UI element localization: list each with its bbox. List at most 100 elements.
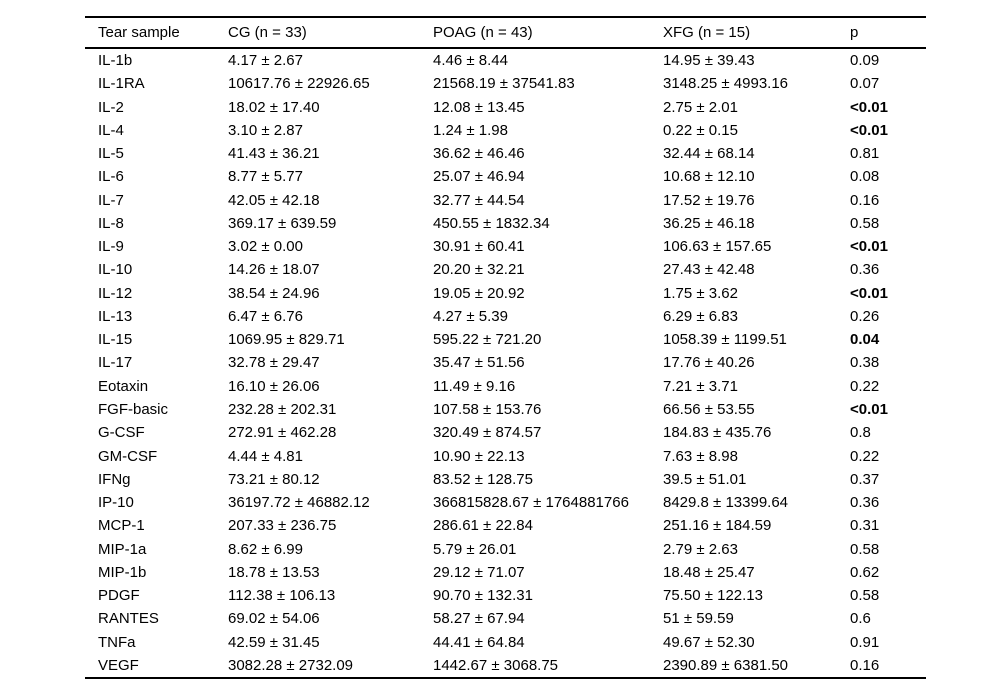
analyte-cell: IL-1RA (98, 75, 145, 93)
cg-value-cell: 10617.76 ± 22926.65 (228, 75, 370, 93)
table-row: IL-12 38.54 ± 24.96 19.05 ± 20.92 1.75 ± 3.… (85, 282, 926, 305)
table-body: IL-1b 4.17 ± 2.67 4.46 ± 8.44 14.95 ± 39.43… (85, 48, 926, 678)
table-row: IL-5 41.43 ± 36.21 36.62 ± 46.46 32.44 ± 68… (85, 142, 926, 165)
table-row: IP-10 36197.72 ± 46882.12 366815828.67 ± 1… (85, 491, 926, 514)
analyte-cell: Eotaxin (98, 377, 149, 395)
poag-value-cell: 320.49 ± 874.57 (433, 424, 542, 442)
cg-value-cell: 112.38 ± 106.13 (228, 587, 336, 605)
analyte-cell: TNFa (98, 633, 136, 651)
p-value-cell: 0.81 (850, 145, 880, 163)
poag-value-cell: 19.05 ± 20.92 (433, 284, 525, 302)
cg-value-cell: 4.44 ± 4.81 (228, 447, 303, 465)
poag-value-cell: 4.46 ± 8.44 (433, 52, 508, 69)
cg-value-cell: 38.54 ± 24.96 (228, 284, 320, 302)
xfg-value-cell: 2390.89 ± 6381.50 (663, 656, 789, 674)
analyte-cell: IL-15 (98, 331, 133, 349)
xfg-value-cell: 7.63 ± 8.98 (663, 447, 738, 465)
xfg-value-cell: 17.52 ± 19.76 (663, 191, 755, 209)
cg-value-cell: 42.59 ± 31.45 (228, 633, 320, 651)
xfg-value-cell: 8429.8 ± 13399.64 (663, 494, 789, 512)
poag-value-cell: 4.27 ± 5.39 (433, 307, 508, 325)
analyte-cell: G-CSF (98, 424, 145, 442)
xfg-value-cell: 49.67 ± 52.30 (663, 633, 755, 651)
xfg-value-cell: 27.43 ± 42.48 (663, 261, 755, 279)
analyte-cell: IFNg (98, 470, 131, 488)
cg-value-cell: 1069.95 ± 829.71 (228, 331, 345, 349)
cg-value-cell: 3082.28 ± 2732.09 (228, 656, 354, 674)
cg-value-cell: 3.10 ± 2.87 (228, 121, 303, 139)
table-row: IL-8 369.17 ± 639.59 450.55 ± 1832.34 36.25… (85, 212, 926, 235)
analyte-cell: IL-9 (98, 238, 124, 256)
xfg-value-cell: 66.56 ± 53.55 (663, 400, 755, 418)
p-value-cell: <0.01 (850, 238, 888, 256)
analyte-cell: IL-7 (98, 191, 124, 209)
cg-value-cell: 32.78 ± 29.47 (228, 354, 320, 372)
poag-value-cell: 35.47 ± 51.56 (433, 354, 525, 372)
tear-cytokine-table: Tear sample CG (n = 33) POAG (n = 43) XF… (85, 16, 926, 680)
poag-value-cell: 450.55 ± 1832.34 (433, 214, 550, 232)
analyte-cell: VEGF (98, 656, 139, 674)
analyte-cell: MIP-1a (98, 540, 147, 558)
p-value-cell: 0.26 (850, 307, 880, 325)
poag-value-cell: 1.24 ± 1.98 (433, 121, 508, 139)
cg-value-cell: 69.02 ± 54.06 (228, 610, 320, 628)
p-value-cell: 0.37 (850, 470, 880, 488)
table-row: IL-1RA 10617.76 ± 22926.65 21568.19 ± 3754… (85, 72, 926, 95)
xfg-value-cell: 6.29 ± 6.83 (663, 307, 738, 325)
table-row: IL-15 1069.95 ± 829.71 595.22 ± 721.20 1058… (85, 328, 926, 351)
table-row: IL-17 32.78 ± 29.47 35.47 ± 51.56 17.76 ± 4… (85, 351, 926, 374)
analyte-cell: IL-13 (98, 307, 133, 325)
table-row: GM-CSF 4.44 ± 4.81 10.90 ± 22.13 7.63 ± 8.9… (85, 445, 926, 468)
poag-value-cell: 366815828.67 ± 1764881766 (433, 494, 629, 512)
cg-value-cell: 8.62 ± 6.99 (228, 540, 303, 558)
poag-value-cell: 10.90 ± 22.13 (433, 447, 525, 465)
analyte-cell: IL-17 (98, 354, 133, 372)
p-value-cell: <0.01 (850, 284, 888, 302)
table-row: IL-10 14.26 ± 18.07 20.20 ± 32.21 27.43 ± 4… (85, 258, 926, 281)
column-header-poag: POAG (n = 43) (433, 24, 533, 41)
table-row: MCP-1 207.33 ± 236.75 286.61 ± 22.84 251.16… (85, 514, 926, 537)
p-value-cell: 0.91 (850, 633, 880, 651)
analyte-cell: IL-6 (98, 168, 124, 186)
cg-value-cell: 18.02 ± 17.40 (228, 98, 320, 116)
xfg-value-cell: 10.68 ± 12.10 (663, 168, 755, 186)
p-value-cell: 0.31 (850, 517, 880, 535)
p-value-cell: 0.58 (850, 587, 880, 605)
poag-value-cell: 5.79 ± 26.01 (433, 540, 517, 558)
table-row: TNFa 42.59 ± 31.45 44.41 ± 64.84 49.67 ± 52… (85, 631, 926, 654)
poag-value-cell: 90.70 ± 132.31 (433, 587, 533, 605)
p-value-cell: 0.6 (850, 610, 871, 628)
table-header: Tear sample CG (n = 33) POAG (n = 43) XF… (85, 17, 926, 48)
p-value-cell: 0.36 (850, 494, 880, 512)
p-value-cell: 0.07 (850, 75, 880, 93)
table-row: IL-4 3.10 ± 2.87 1.24 ± 1.98 0.22 ± 0.15 <0.… (85, 119, 926, 142)
poag-value-cell: 30.91 ± 60.41 (433, 238, 525, 256)
column-header-cg: CG (n = 33) (228, 24, 307, 41)
table-row: IL-13 6.47 ± 6.76 4.27 ± 5.39 6.29 ± 6.83 0.… (85, 305, 926, 328)
xfg-value-cell: 32.44 ± 68.14 (663, 145, 755, 163)
xfg-value-cell: 18.48 ± 25.47 (663, 563, 755, 581)
analyte-cell: RANTES (98, 610, 159, 628)
analyte-cell: IL-1b (98, 52, 133, 69)
table-row: G-CSF 272.91 ± 462.28 320.49 ± 874.57 184.8… (85, 421, 926, 444)
analyte-cell: IL-2 (98, 98, 124, 116)
analyte-cell: IL-5 (98, 145, 124, 163)
table-row: FGF-basic 232.28 ± 202.31 107.58 ± 153.76 6… (85, 398, 926, 421)
poag-value-cell: 595.22 ± 721.20 (433, 331, 542, 349)
cg-value-cell: 207.33 ± 236.75 (228, 517, 337, 535)
table-row: IL-2 18.02 ± 17.40 12.08 ± 13.45 2.75 ± 2.0… (85, 96, 926, 119)
xfg-value-cell: 51 ± 59.59 (663, 610, 734, 628)
analyte-cell: PDGF (98, 587, 140, 605)
table-row: Eotaxin 16.10 ± 26.06 11.49 ± 9.16 7.21 ± 3… (85, 375, 926, 398)
p-value-cell: 0.16 (850, 191, 880, 209)
cg-value-cell: 36197.72 ± 46882.12 (228, 494, 370, 512)
cg-value-cell: 73.21 ± 80.12 (228, 470, 320, 488)
xfg-value-cell: 2.79 ± 2.63 (663, 540, 738, 558)
analyte-cell: IP-10 (98, 494, 134, 512)
xfg-value-cell: 36.25 ± 46.18 (663, 214, 755, 232)
table-row: RANTES 69.02 ± 54.06 58.27 ± 67.94 51 ± 59.… (85, 607, 926, 630)
p-value-cell: 0.22 (850, 377, 880, 395)
poag-value-cell: 21568.19 ± 37541.83 (433, 75, 575, 93)
analyte-cell: IL-4 (98, 121, 124, 139)
